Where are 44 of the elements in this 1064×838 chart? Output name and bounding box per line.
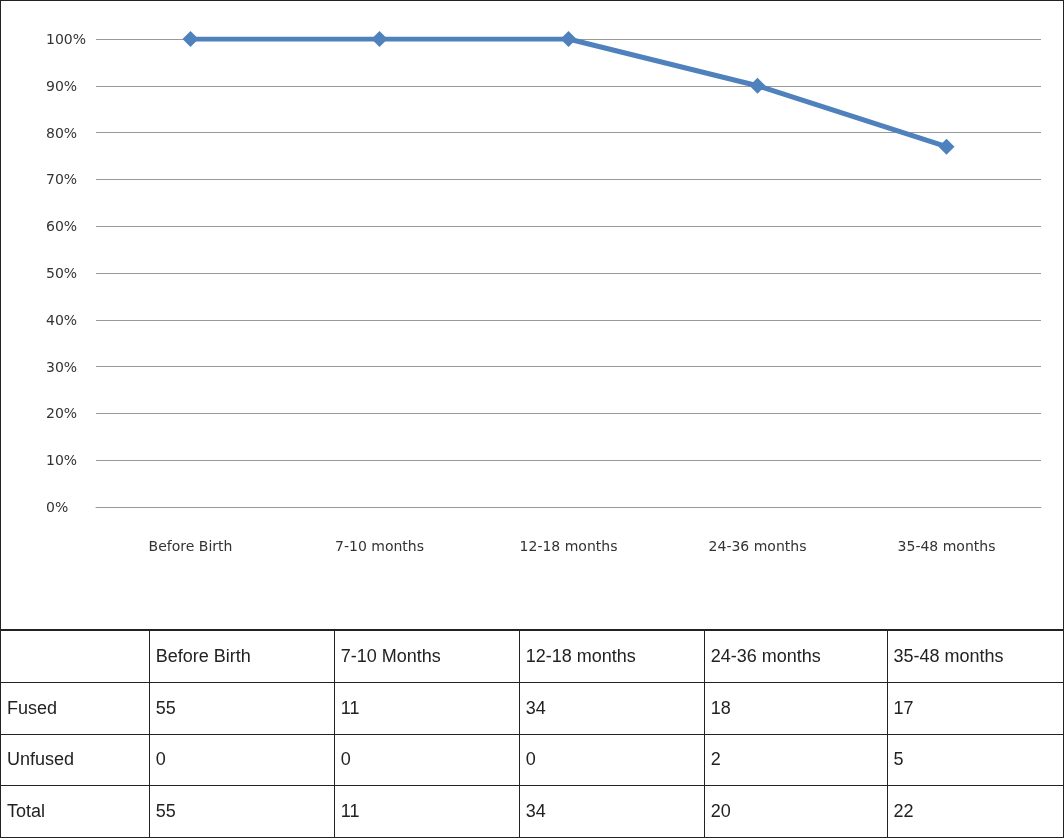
category-label: Unfused [7,749,75,770]
category-label: Fused [7,697,58,718]
text: 5 [887,734,1064,786]
y-tick-label: 30% [46,358,78,375]
text: 0 [519,734,705,786]
text: 0 [334,734,520,786]
x-tick-label: 24-36 months [708,538,807,554]
text: 34 [519,682,705,734]
point [749,77,766,94]
category-label: Before Birth [149,630,335,683]
y-tick-label: 40% [46,311,78,328]
y-tick-label: 60% [46,218,78,235]
y-tick-label: 100% [46,31,87,47]
text: 55 [149,682,335,734]
text: 55 [149,785,335,838]
y-tick-label: 50% [46,265,78,281]
text: 2 [704,734,887,786]
point [560,31,577,47]
point [938,138,955,155]
y-tick-label: 70% [46,171,78,188]
text: 11 [334,785,520,838]
text: 17 [887,682,1064,734]
x-tick-label: 12-18 months [519,538,618,554]
x-tick-label: 35-48 months [897,538,996,554]
y-tick-label: 0% [46,499,69,515]
y-tick-label: 80% [46,124,78,141]
category-label: 24-36 months [704,630,887,683]
category-label: Total [7,801,46,822]
x-tick-label: 7-10 months [335,538,424,554]
category-label: 35-48 months [887,630,1064,683]
text: 18 [704,682,887,734]
text: 0 [149,734,335,786]
category-label: 12-18 months [519,630,705,683]
text: 11 [334,682,520,734]
category-label: 7-10 Months [334,630,520,683]
text: 20 [704,785,887,838]
text: 34 [519,785,705,838]
point [371,31,388,47]
y-tick-label: 90% [46,77,78,94]
point [182,31,199,47]
y-tick-label: 20% [46,405,78,422]
y-tick-label: 10% [46,452,78,469]
text: 22 [887,785,1064,838]
x-tick-label: Before Birth [148,538,233,554]
